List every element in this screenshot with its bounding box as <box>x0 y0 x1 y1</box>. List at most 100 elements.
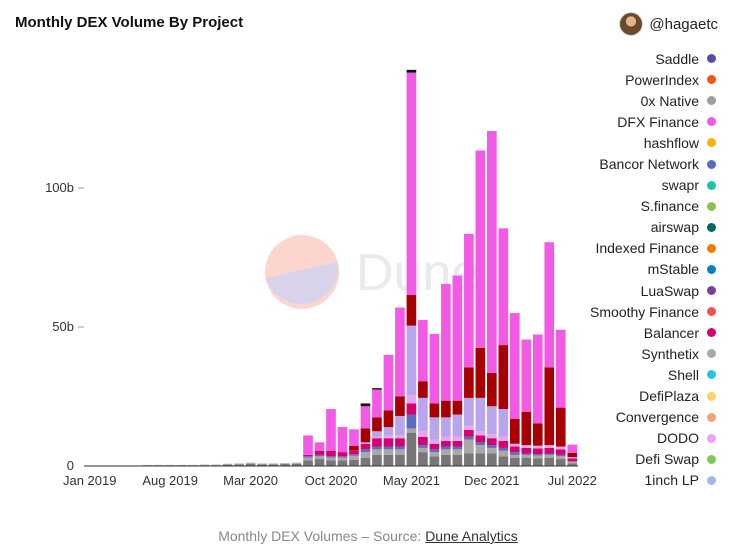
bar-segment[interactable] <box>567 461 578 464</box>
bar-segment[interactable] <box>383 446 394 450</box>
bar-segment[interactable] <box>406 395 417 404</box>
bar-segment[interactable] <box>498 409 509 437</box>
bar-segment[interactable] <box>372 446 382 450</box>
bar-segment[interactable] <box>475 397 486 432</box>
bar-segment[interactable] <box>418 320 428 382</box>
bar-segment[interactable] <box>395 446 405 450</box>
bar-segment[interactable] <box>441 454 451 466</box>
bar-segment[interactable] <box>395 454 405 466</box>
bar-segment[interactable] <box>509 443 520 447</box>
bar-segment[interactable] <box>452 446 463 450</box>
bar-segment[interactable] <box>245 462 256 464</box>
legend-item[interactable]: Smoothy Finance <box>506 301 716 322</box>
bar-segment[interactable] <box>245 463 256 466</box>
bar-segment[interactable] <box>429 449 440 453</box>
bar-segment[interactable] <box>544 454 555 458</box>
bar-segment[interactable] <box>509 454 520 458</box>
bar-segment[interactable] <box>142 464 153 466</box>
bar-segment[interactable] <box>429 417 440 440</box>
bar-segment[interactable] <box>360 449 371 453</box>
bar-segment[interactable] <box>555 407 566 447</box>
legend-item[interactable]: 1inch LP <box>506 470 716 491</box>
bar-segment[interactable] <box>555 329 566 408</box>
bar-segment[interactable] <box>326 409 336 451</box>
source-link[interactable]: Dune Analytics <box>425 528 518 544</box>
legend-item[interactable]: airswap <box>506 217 716 238</box>
bar-segment[interactable] <box>475 435 486 443</box>
legend-item[interactable]: Defi Swap <box>506 449 716 470</box>
bar-segment[interactable] <box>395 449 405 455</box>
bar-segment[interactable] <box>464 367 474 398</box>
bar-segment[interactable] <box>487 372 497 407</box>
bar-segment[interactable] <box>291 462 302 464</box>
bar-segment[interactable] <box>303 454 313 457</box>
bar-segment[interactable] <box>441 449 451 455</box>
legend-item[interactable]: DFX Finance <box>506 111 716 132</box>
bar-segment[interactable] <box>555 446 566 450</box>
bar-segment[interactable] <box>521 447 532 454</box>
legend-item[interactable]: 0x Native <box>506 90 716 111</box>
bar-segment[interactable] <box>234 463 244 465</box>
bar-segment[interactable] <box>199 464 210 466</box>
bar-segment[interactable] <box>372 436 382 439</box>
author-badge[interactable]: @hagaetc <box>619 12 718 36</box>
bar-segment[interactable] <box>555 459 566 466</box>
bar-segment[interactable] <box>441 417 451 437</box>
bar-segment[interactable] <box>441 446 451 450</box>
bar-segment[interactable] <box>429 439 440 444</box>
bar-segment[interactable] <box>521 411 532 446</box>
legend-item[interactable]: PowerIndex <box>506 69 716 90</box>
bar-segment[interactable] <box>222 463 233 465</box>
bar-segment[interactable] <box>360 443 371 450</box>
bar-segment[interactable] <box>326 450 336 457</box>
bar-segment[interactable] <box>326 460 336 466</box>
legend-item[interactable]: Synthetix <box>506 343 716 364</box>
bar-segment[interactable] <box>487 438 497 446</box>
bar-segment[interactable] <box>280 464 290 466</box>
bar-segment[interactable] <box>406 72 417 296</box>
bar-segment[interactable] <box>464 453 474 466</box>
legend-item[interactable]: Convergence <box>506 407 716 428</box>
legend-item[interactable]: mStable <box>506 259 716 280</box>
bar-segment[interactable] <box>498 456 509 466</box>
bar-segment[interactable] <box>521 453 532 455</box>
bar-segment[interactable] <box>372 388 382 390</box>
bar-segment[interactable] <box>257 463 267 465</box>
bar-segment[interactable] <box>567 463 578 466</box>
bar-segment[interactable] <box>532 423 543 446</box>
bar-segment[interactable] <box>234 464 244 466</box>
bar-segment[interactable] <box>567 452 578 458</box>
bar-segment[interactable] <box>464 429 474 437</box>
bar-segment[interactable] <box>360 403 371 407</box>
bar-segment[interactable] <box>395 396 405 416</box>
bar-segment[interactable] <box>452 275 463 401</box>
bar-segment[interactable] <box>509 313 520 419</box>
bar-segment[interactable] <box>544 447 555 454</box>
bar-segment[interactable] <box>475 150 486 348</box>
bar-segment[interactable] <box>555 449 566 455</box>
bar-segment[interactable] <box>372 454 382 466</box>
bar-segment[interactable] <box>498 447 509 451</box>
bar-segment[interactable] <box>521 454 532 458</box>
legend-item[interactable]: hashflow <box>506 132 716 153</box>
bar-segment[interactable] <box>406 432 417 466</box>
bar-segment[interactable] <box>509 446 520 453</box>
bar-segment[interactable] <box>441 440 451 447</box>
bar-segment[interactable] <box>280 463 290 465</box>
bar-segment[interactable] <box>498 440 509 448</box>
bar-segment[interactable] <box>406 69 417 73</box>
bar-segment[interactable] <box>509 457 520 466</box>
bar-segment[interactable] <box>418 447 428 453</box>
bar-segment[interactable] <box>418 381 428 398</box>
bar-segment[interactable] <box>464 233 474 368</box>
bar-segment[interactable] <box>349 445 359 451</box>
bar-segment[interactable] <box>521 445 532 448</box>
legend-item[interactable]: S.finance <box>506 196 716 217</box>
legend-item[interactable]: DODO <box>506 428 716 449</box>
bar-segment[interactable] <box>349 454 359 456</box>
bar-segment[interactable] <box>372 438 382 447</box>
bar-segment[interactable] <box>544 242 555 368</box>
bar-segment[interactable] <box>314 459 325 466</box>
bar-segment[interactable] <box>532 334 543 424</box>
bar-segment[interactable] <box>441 283 451 401</box>
